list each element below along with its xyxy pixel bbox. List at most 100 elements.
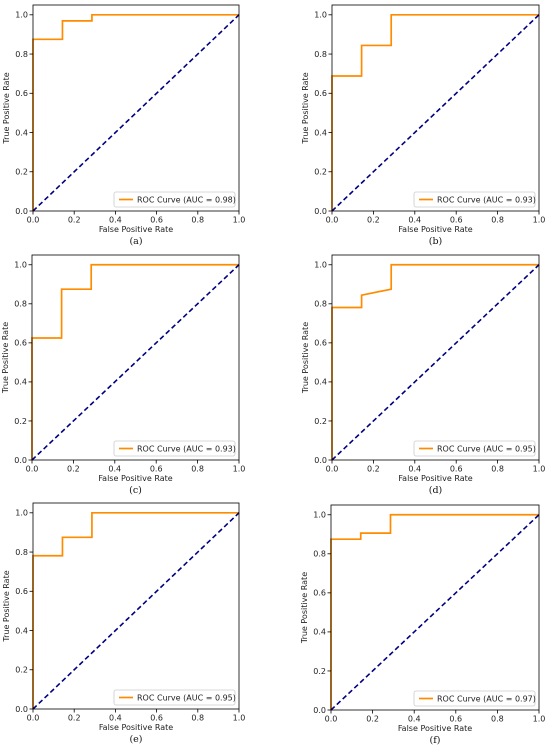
y-tick-label: 0.8 <box>15 548 28 557</box>
legend-entry: ROC Curve (AUC = 0.97) <box>437 694 536 703</box>
y-axis-label: True Positive Rate <box>1 322 10 394</box>
x-tick-label: 0.6 <box>449 715 462 724</box>
x-tick-label: 0.0 <box>27 714 40 723</box>
roc-panel-2: 0.0 0.2 0.4 0.6 0.8 1.0 0.0 0.2 0.4 0.6 0.8 1.0 Fals… <box>301 4 546 247</box>
chance-diagonal-line <box>32 512 240 710</box>
legend-box <box>413 191 536 208</box>
x-tick-label: 0.2 <box>367 216 380 225</box>
x-tick-label: 0.8 <box>191 465 204 474</box>
x-tick-label: 1.0 <box>533 715 546 724</box>
plot-frame <box>31 254 240 461</box>
y-tick-label: 1.0 <box>15 509 28 518</box>
x-axis-label: False Positive Rate <box>99 723 173 732</box>
x-tick-label: 0.8 <box>491 465 504 474</box>
x-axis-label: False Positive Rate <box>398 225 472 234</box>
x-tick-label: 0.6 <box>150 216 163 225</box>
x-tick-label: 0.4 <box>408 465 421 474</box>
x-tick-label: 0.0 <box>326 216 339 225</box>
y-tick-label: 0.4 <box>314 378 327 387</box>
x-tick-label: 0.4 <box>108 465 121 474</box>
x-tick-label: 0.0 <box>325 715 338 724</box>
x-tick-label: 0.4 <box>109 216 122 225</box>
x-axis-label: False Positive Rate <box>99 225 173 234</box>
panel-label: (c) <box>129 485 142 496</box>
y-tick-label: 0.4 <box>14 378 27 387</box>
legend-entry: ROC Curve (AUC = 0.95) <box>437 444 536 453</box>
legend-box <box>413 440 536 457</box>
x-tick-label: 1.0 <box>233 714 246 723</box>
y-tick-label: 1.0 <box>314 11 327 20</box>
y-tick-label: 0.0 <box>15 705 28 714</box>
y-axis-label: True Positive Rate <box>2 72 11 144</box>
y-tick-label: 0.4 <box>15 128 28 137</box>
y-tick-label: 0.4 <box>313 628 326 637</box>
x-tick-label: 0.2 <box>367 465 380 474</box>
x-tick-label: 0.2 <box>366 715 379 724</box>
y-tick-label: 0.8 <box>314 300 327 309</box>
y-axis-label: True Positive Rate <box>300 572 309 644</box>
y-tick-label: 0.6 <box>313 589 326 598</box>
panel-label: (b) <box>429 236 443 247</box>
plot-frame <box>331 4 540 212</box>
y-tick-label: 0.2 <box>15 168 28 177</box>
x-tick-label: 1.0 <box>233 465 246 474</box>
x-tick-label: 0.4 <box>109 714 122 723</box>
x-tick-label: 0.2 <box>67 465 80 474</box>
y-tick-label: 0.6 <box>314 89 327 98</box>
legend-entry: ROC Curve (AUC = 0.95) <box>137 693 236 702</box>
x-tick-label: 0.6 <box>150 465 163 474</box>
legend-entry: ROC Curve (AUC = 0.93) <box>137 444 236 453</box>
x-tick-label: 0.8 <box>191 714 204 723</box>
x-tick-label: 1.0 <box>533 465 546 474</box>
x-axis-label: False Positive Rate <box>398 474 472 483</box>
legend-box <box>113 440 236 457</box>
y-tick-label: 0.6 <box>15 587 28 596</box>
x-axis-label: False Positive Rate <box>98 474 172 483</box>
legend-box <box>413 690 536 707</box>
y-tick-label: 1.0 <box>15 11 28 20</box>
y-tick-label: 1.0 <box>14 261 27 270</box>
x-tick-label: 0.0 <box>326 465 339 474</box>
plot-frame <box>32 502 240 710</box>
x-tick-label: 0.8 <box>491 715 504 724</box>
y-tick-label: 0.2 <box>314 168 327 177</box>
roc-panel-6: 0.0 0.2 0.4 0.6 0.8 1.0 0.0 0.2 0.4 0.6 0.8 1.0 Fals… <box>300 504 546 746</box>
x-tick-label: 0.0 <box>26 465 39 474</box>
legend-entry: ROC Curve (AUC = 0.93) <box>437 195 536 204</box>
chance-diagonal-line <box>331 14 540 212</box>
chance-diagonal-line <box>32 14 240 212</box>
y-tick-label: 0.8 <box>15 50 28 59</box>
x-tick-label: 0.6 <box>450 465 463 474</box>
panel-label: (a) <box>129 236 142 247</box>
x-tick-label: 0.6 <box>150 714 163 723</box>
x-tick-label: 1.0 <box>533 216 546 225</box>
y-tick-label: 0.0 <box>313 706 326 715</box>
y-axis-label: True Positive Rate <box>2 570 11 642</box>
chance-diagonal-line <box>331 264 540 461</box>
y-tick-label: 0.6 <box>314 339 327 348</box>
y-tick-label: 0.0 <box>15 207 28 216</box>
y-axis-label: True Positive Rate <box>301 72 310 144</box>
legend-entry: ROC Curve (AUC = 0.98) <box>137 195 236 204</box>
panel-label: (f) <box>430 735 441 746</box>
roc-panel-5: 0.0 0.2 0.4 0.6 0.8 1.0 0.0 0.2 0.4 0.6 0.8 1.0 Fals… <box>2 502 246 745</box>
plot-frame <box>330 504 540 711</box>
roc-panel-1: 0.0 0.2 0.4 0.6 0.8 1.0 0.0 0.2 0.4 0.6 0.8 1.0 Fals… <box>2 4 246 247</box>
x-tick-label: 0.8 <box>191 216 204 225</box>
y-tick-label: 0.0 <box>314 456 327 465</box>
y-tick-label: 0.2 <box>14 417 27 426</box>
plot-frame <box>32 4 240 212</box>
panel-label: (d) <box>429 485 443 496</box>
x-tick-label: 0.8 <box>491 216 504 225</box>
chance-diagonal-line <box>330 514 540 711</box>
y-tick-label: 1.0 <box>313 511 326 520</box>
y-tick-label: 0.8 <box>14 300 27 309</box>
y-tick-label: 0.0 <box>14 456 27 465</box>
roc-panel-3: 0.0 0.2 0.4 0.6 0.8 1.0 0.0 0.2 0.4 0.6 0.8 1.0 Fals… <box>1 254 246 496</box>
panel-label: (e) <box>129 734 142 745</box>
x-tick-label: 1.0 <box>233 216 246 225</box>
x-tick-label: 0.4 <box>408 216 421 225</box>
x-tick-label: 0.6 <box>450 216 463 225</box>
y-tick-label: 0.0 <box>314 207 327 216</box>
